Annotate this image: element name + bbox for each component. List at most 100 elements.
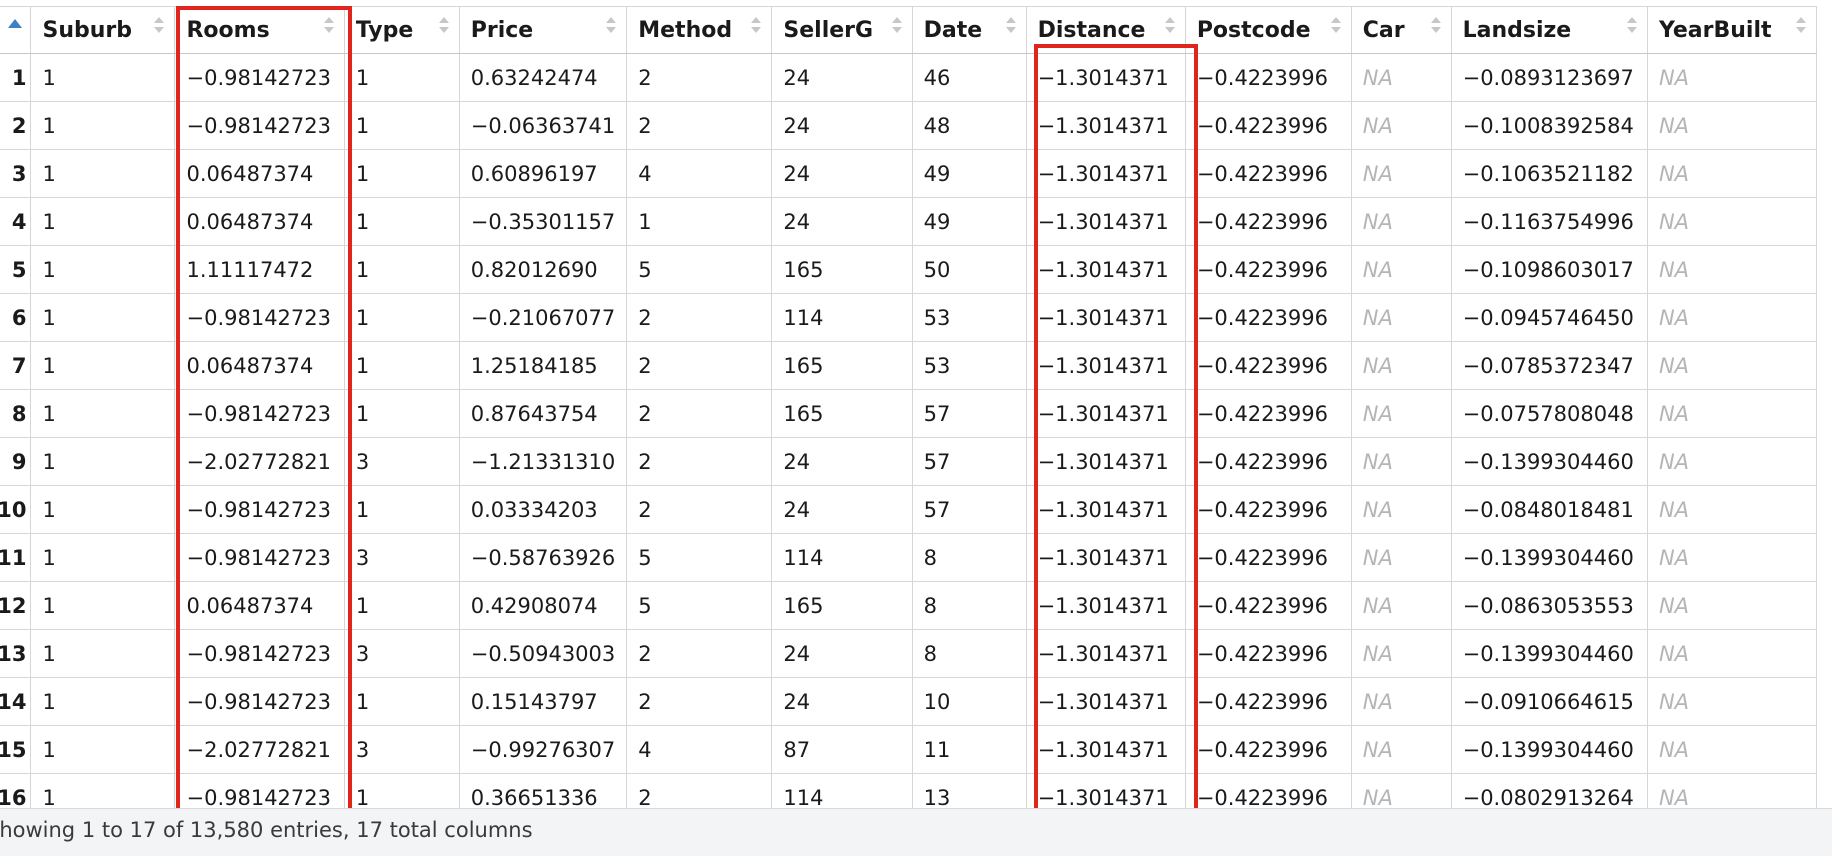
cell-suburb: 1	[30, 245, 176, 294]
cell-sellerg: 165	[771, 245, 913, 294]
cell-date: 13	[911, 773, 1027, 808]
cell-sellerg: 87	[771, 725, 913, 774]
cell-suburb: 1	[30, 53, 176, 102]
sort-ascending-icon	[8, 19, 22, 28]
cell-postcode: −0.4223996	[1184, 725, 1352, 774]
table-row: 15 1 −2.02772821 3 −0.99276307 4 87 11 −1.301437…	[0, 725, 1818, 774]
cell-date: 48	[911, 101, 1027, 150]
header-label: Distance	[1037, 17, 1146, 43]
cell-postcode: −0.4223996	[1184, 485, 1352, 534]
cell-price: 1.25184185	[458, 341, 628, 390]
table-row: 1 1 −0.98142723 1 0.63242474 2 24 46 −1.3014371−…	[0, 53, 1818, 102]
cell-landsize: −0.0910664615	[1450, 677, 1648, 726]
header-suburb[interactable]: Suburb	[30, 6, 176, 54]
cell-date: 10	[911, 677, 1027, 726]
cell-landsize: −0.0945746450	[1450, 293, 1648, 342]
header-label: Suburb	[42, 17, 132, 43]
cell-suburb: 1	[30, 437, 176, 486]
table-row: 2 1 −0.98142723 1 −0.06363741 2 24 48 −1.3014371…	[0, 101, 1818, 150]
header-method[interactable]: Method	[626, 6, 773, 54]
cell-distance: −1.3014371	[1025, 293, 1186, 342]
row-number: 9	[0, 437, 32, 486]
cell-rooms: −0.98142723	[174, 101, 345, 150]
cell-yearbuilt: NA	[1646, 725, 1818, 774]
cell-type: 3	[343, 533, 460, 582]
cell-rooms: 0.06487374	[174, 197, 345, 246]
cell-date: 57	[911, 437, 1027, 486]
cell-car: NA	[1350, 149, 1452, 198]
cell-distance: −1.3014371	[1025, 533, 1186, 582]
cell-landsize: −0.1399304460	[1450, 533, 1648, 582]
header-rooms[interactable]: Rooms	[174, 6, 345, 54]
cell-suburb: 1	[30, 293, 176, 342]
cell-distance: −1.3014371	[1025, 149, 1186, 198]
cell-postcode: −0.4223996	[1184, 341, 1352, 390]
header-car[interactable]: Car	[1350, 6, 1452, 54]
cell-sellerg: 165	[771, 581, 913, 630]
cell-car: NA	[1350, 485, 1452, 534]
cell-sellerg: 114	[771, 533, 913, 582]
sort-icon	[323, 17, 334, 35]
header-landsize[interactable]: Landsize	[1450, 6, 1648, 54]
cell-date: 49	[911, 197, 1027, 246]
cell-rooms: −2.02772821	[174, 725, 345, 774]
cell-price: 0.15143797	[458, 677, 628, 726]
header-rownames[interactable]	[0, 6, 32, 54]
header-postcode[interactable]: Postcode	[1184, 6, 1352, 54]
cell-distance: −1.3014371	[1025, 245, 1186, 294]
row-number: 10	[0, 485, 32, 534]
header-label: Price	[470, 17, 534, 43]
sort-icon	[1164, 17, 1175, 35]
cell-rooms: −0.98142723	[174, 773, 345, 808]
cell-distance: −1.3014371	[1025, 725, 1186, 774]
cell-distance: −1.3014371	[1025, 581, 1186, 630]
cell-type: 3	[343, 437, 460, 486]
header-label: Car	[1362, 17, 1405, 43]
cell-method: 2	[626, 437, 773, 486]
data-table-viewport[interactable]: Suburb Rooms Type Price Method SellerG Date Dis…	[0, 0, 1832, 808]
header-yearbuilt[interactable]: YearBuilt	[1646, 6, 1818, 54]
header-label: YearBuilt	[1658, 17, 1772, 43]
cell-distance: −1.3014371	[1025, 53, 1186, 102]
cell-distance: −1.3014371	[1025, 389, 1186, 438]
cell-suburb: 1	[30, 389, 176, 438]
cell-landsize: −0.0802913264	[1450, 773, 1648, 808]
cell-suburb: 1	[30, 677, 176, 726]
header-type[interactable]: Type	[343, 6, 460, 54]
table-row: 12 1 0.06487374 1 0.42908074 5 165 8 −1.3014371−…	[0, 581, 1818, 630]
cell-price: −0.21067077	[458, 293, 628, 342]
cell-date: 53	[911, 341, 1027, 390]
cell-sellerg: 24	[771, 149, 913, 198]
cell-sellerg: 24	[771, 485, 913, 534]
cell-yearbuilt: NA	[1646, 197, 1818, 246]
cell-suburb: 1	[30, 725, 176, 774]
cell-type: 3	[343, 629, 460, 678]
cell-suburb: 1	[30, 581, 176, 630]
cell-sellerg: 114	[771, 293, 913, 342]
cell-price: 0.60896197	[458, 149, 628, 198]
cell-type: 1	[343, 53, 460, 102]
header-price[interactable]: Price	[458, 6, 628, 54]
cell-postcode: −0.4223996	[1184, 245, 1352, 294]
cell-postcode: −0.4223996	[1184, 197, 1352, 246]
cell-postcode: −0.4223996	[1184, 437, 1352, 486]
cell-yearbuilt: NA	[1646, 533, 1818, 582]
cell-price: −0.99276307	[458, 725, 628, 774]
row-number: 2	[0, 101, 32, 150]
cell-price: −0.58763926	[458, 533, 628, 582]
cell-postcode: −0.4223996	[1184, 389, 1352, 438]
cell-distance: −1.3014371	[1025, 197, 1186, 246]
cell-yearbuilt: NA	[1646, 773, 1818, 808]
cell-date: 11	[911, 725, 1027, 774]
header-date[interactable]: Date	[911, 6, 1027, 54]
table-row: 5 1 1.11117472 1 0.82012690 5 165 50 −1.3014371−…	[0, 245, 1818, 294]
cell-rooms: 0.06487374	[174, 581, 345, 630]
cell-sellerg: 24	[771, 101, 913, 150]
header-sellerg[interactable]: SellerG	[771, 6, 913, 54]
header-distance[interactable]: Distance	[1025, 6, 1186, 54]
cell-rooms: −0.98142723	[174, 629, 345, 678]
cell-rooms: −0.98142723	[174, 53, 345, 102]
cell-yearbuilt: NA	[1646, 341, 1818, 390]
cell-yearbuilt: NA	[1646, 629, 1818, 678]
row-number: 1	[0, 53, 32, 102]
